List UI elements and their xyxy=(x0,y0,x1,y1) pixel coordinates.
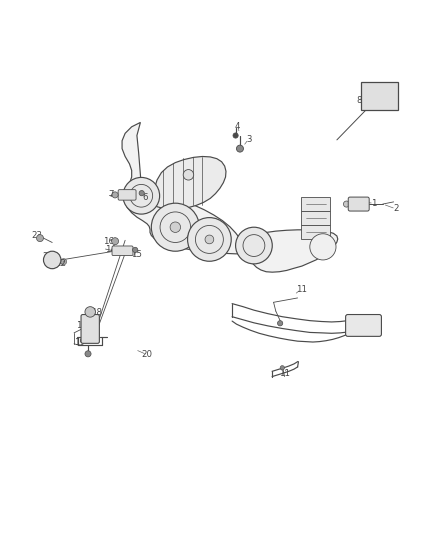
Circle shape xyxy=(187,217,231,261)
Polygon shape xyxy=(122,123,338,272)
Text: 11: 11 xyxy=(279,369,290,378)
Circle shape xyxy=(60,259,67,265)
Circle shape xyxy=(183,169,194,180)
FancyBboxPatch shape xyxy=(112,246,133,256)
Circle shape xyxy=(310,234,336,260)
FancyBboxPatch shape xyxy=(118,190,136,200)
Circle shape xyxy=(280,366,285,370)
Circle shape xyxy=(112,192,118,198)
Text: 16: 16 xyxy=(103,237,114,246)
Text: 15: 15 xyxy=(131,250,141,259)
Text: 14: 14 xyxy=(105,245,116,254)
FancyBboxPatch shape xyxy=(361,82,398,110)
Text: 7: 7 xyxy=(108,190,113,199)
FancyBboxPatch shape xyxy=(81,314,99,343)
Text: 8: 8 xyxy=(356,96,361,105)
Circle shape xyxy=(85,351,91,357)
Text: 17: 17 xyxy=(76,321,87,330)
Circle shape xyxy=(343,201,350,207)
Polygon shape xyxy=(154,157,226,209)
Circle shape xyxy=(151,203,199,251)
Text: 22: 22 xyxy=(56,259,67,268)
Text: 5: 5 xyxy=(120,193,126,202)
FancyBboxPatch shape xyxy=(301,224,330,239)
Text: 3: 3 xyxy=(246,134,251,143)
Circle shape xyxy=(236,227,272,264)
Text: 18: 18 xyxy=(91,308,102,317)
Circle shape xyxy=(278,321,283,326)
Circle shape xyxy=(112,238,119,245)
Circle shape xyxy=(170,222,180,232)
Text: 20: 20 xyxy=(141,350,152,359)
Circle shape xyxy=(205,235,214,244)
Circle shape xyxy=(237,145,244,152)
FancyBboxPatch shape xyxy=(301,211,330,224)
FancyBboxPatch shape xyxy=(348,197,369,211)
Text: 11: 11 xyxy=(296,285,307,294)
Text: 4: 4 xyxy=(235,122,240,131)
Text: 2: 2 xyxy=(393,204,399,213)
Text: 6: 6 xyxy=(142,193,148,202)
Circle shape xyxy=(133,247,138,253)
Circle shape xyxy=(139,190,145,196)
FancyBboxPatch shape xyxy=(346,314,381,336)
Circle shape xyxy=(123,177,159,214)
Text: 21: 21 xyxy=(42,253,53,261)
Circle shape xyxy=(36,235,43,241)
Text: 23: 23 xyxy=(31,231,42,239)
Text: 19: 19 xyxy=(74,338,85,348)
FancyBboxPatch shape xyxy=(301,197,330,211)
Circle shape xyxy=(43,251,61,269)
Circle shape xyxy=(85,306,95,317)
Text: 1: 1 xyxy=(371,199,377,208)
Circle shape xyxy=(233,133,238,138)
